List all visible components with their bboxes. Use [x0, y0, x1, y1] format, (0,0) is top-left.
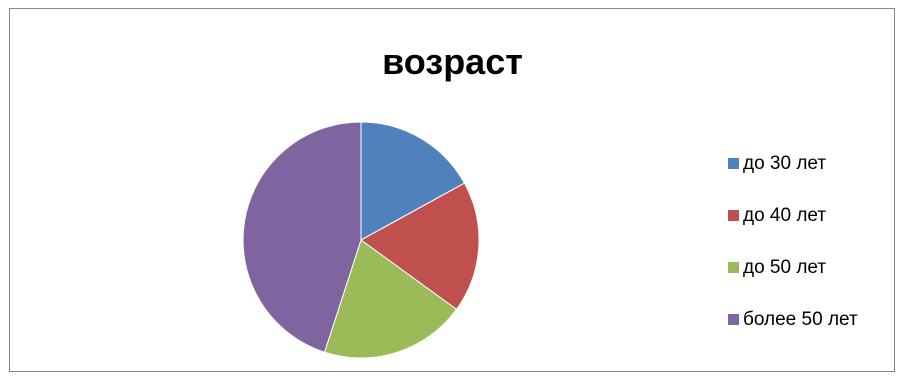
pie-slice: [323, 239, 458, 359]
chart-title: возраст: [382, 41, 523, 82]
legend-item: до 30 лет: [728, 152, 858, 204]
legend-swatch: [728, 262, 739, 273]
pie-slice: [360, 182, 480, 311]
legend-swatch: [728, 314, 739, 325]
legend: до 30 лет до 40 лет до 50 лет более 50 л…: [728, 152, 858, 360]
legend-label: более 50 лет: [743, 309, 858, 330]
pie-slice: [360, 121, 466, 241]
pie-slice: [242, 121, 362, 353]
legend-item: более 50 лет: [728, 308, 858, 360]
legend-swatch: [728, 158, 739, 169]
legend-label: до 50 лет: [743, 257, 827, 278]
legend-item: до 40 лет: [728, 204, 858, 256]
legend-label: до 30 лет: [743, 153, 827, 174]
legend-label: до 40 лет: [743, 205, 827, 226]
legend-item: до 50 лет: [728, 256, 858, 308]
legend-swatch: [728, 210, 739, 221]
